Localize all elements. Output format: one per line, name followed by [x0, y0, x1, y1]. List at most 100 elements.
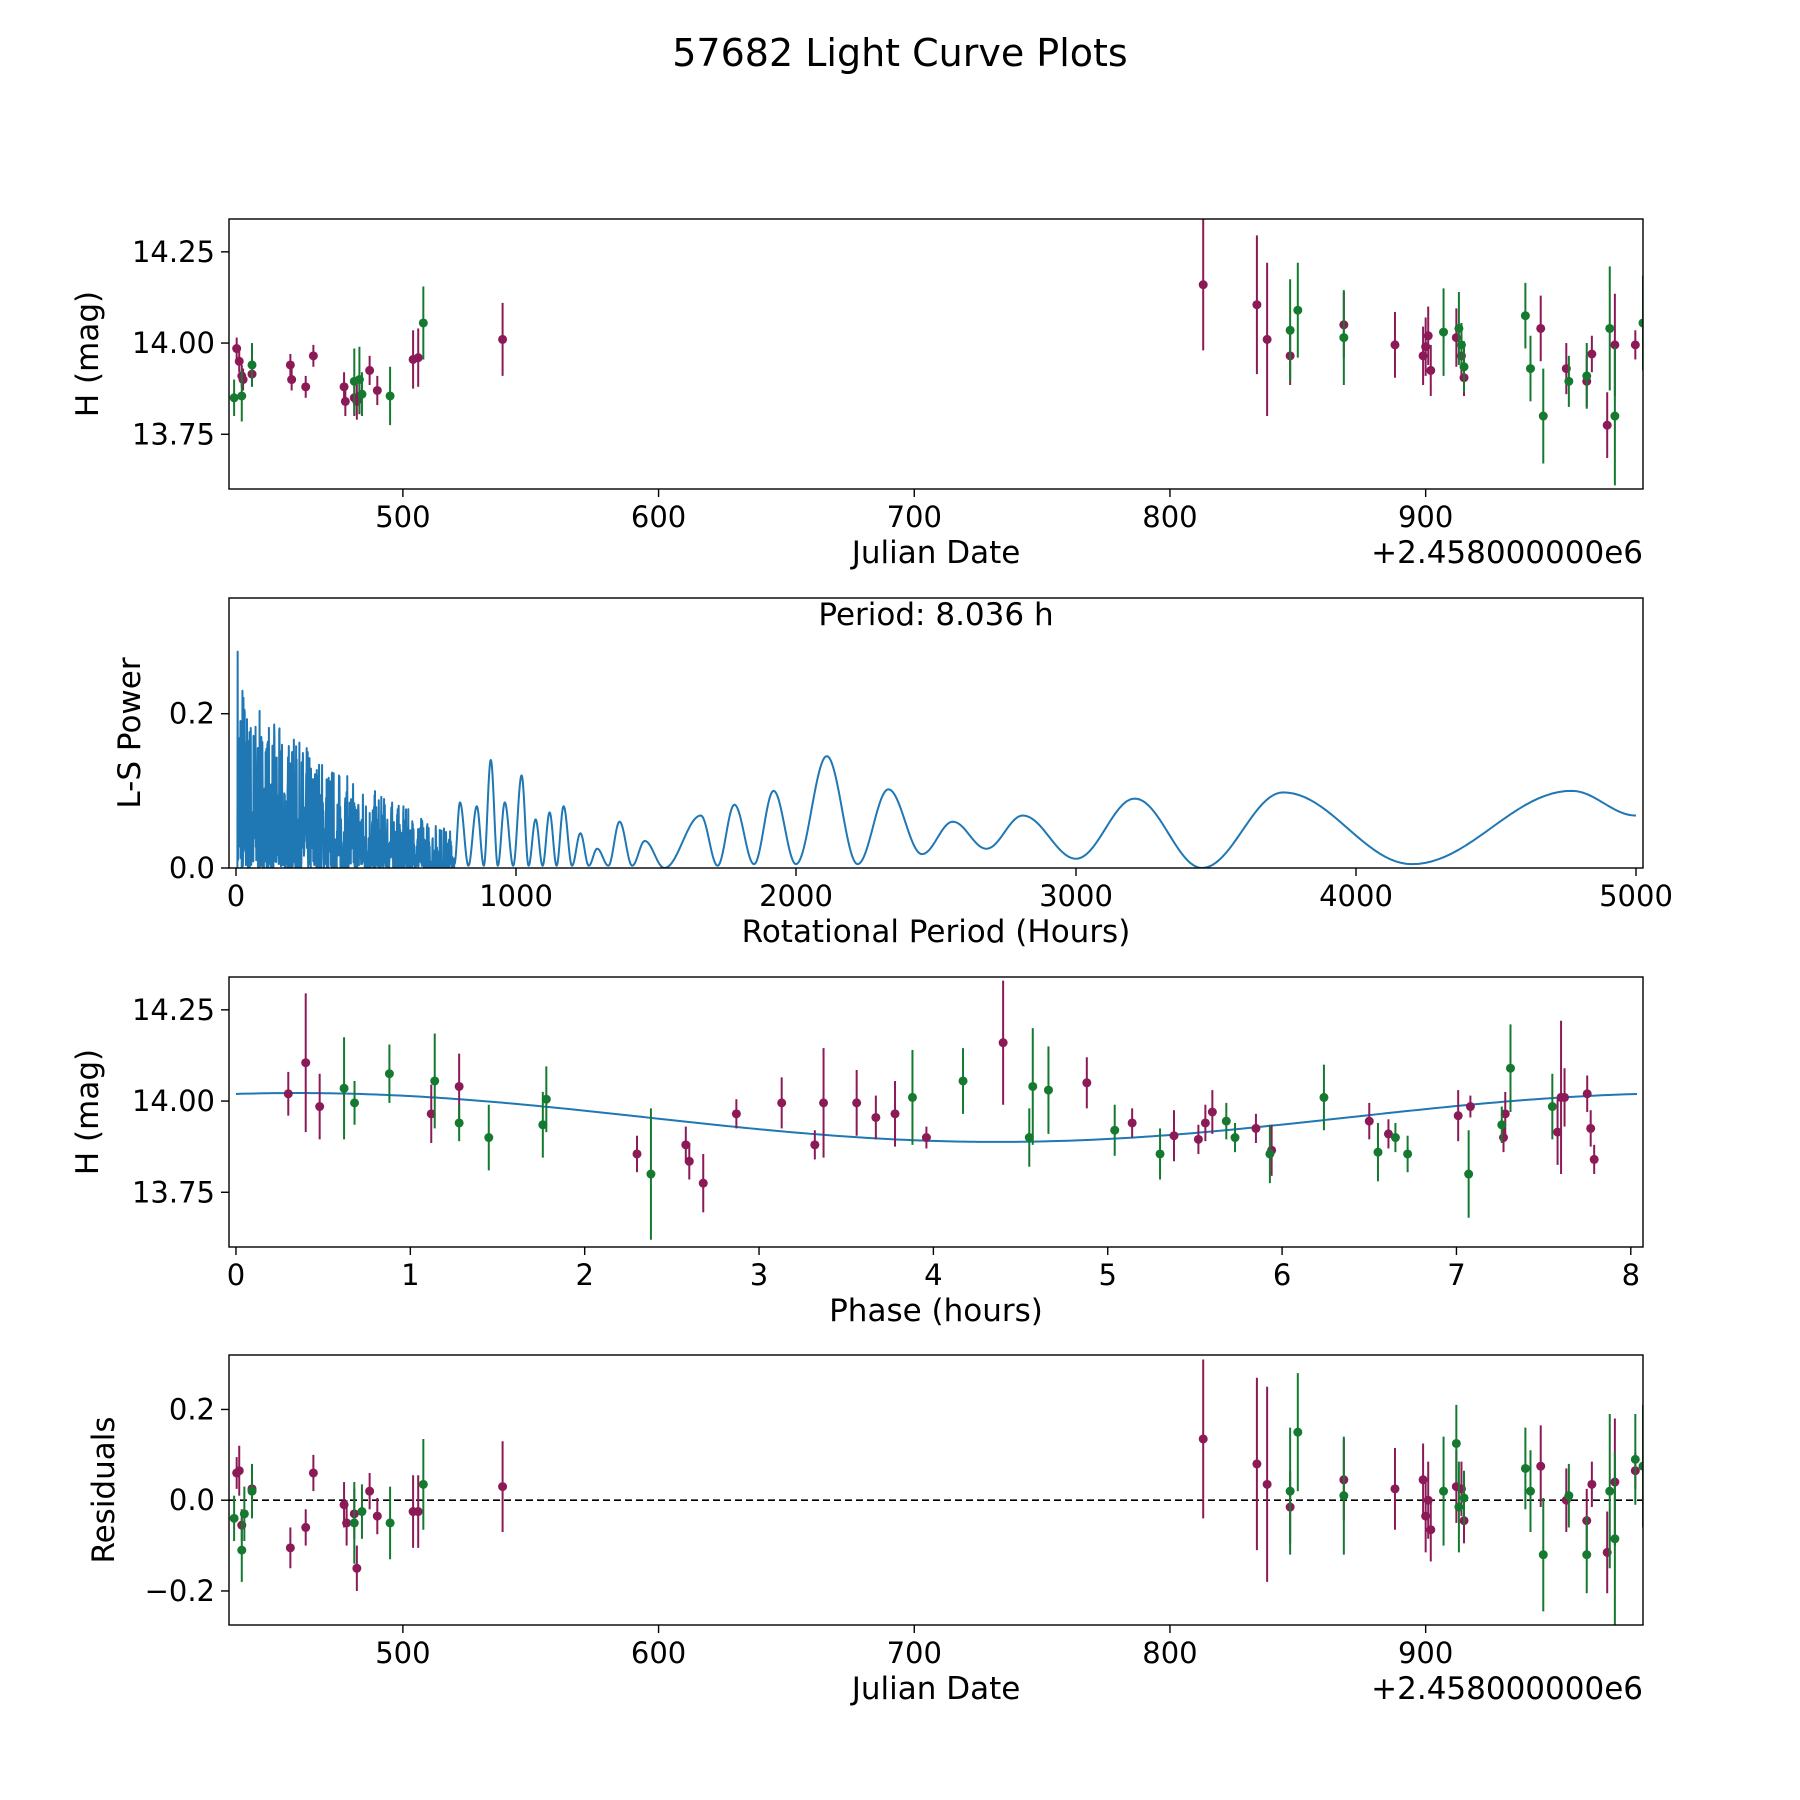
phased-point-magenta — [426, 1109, 436, 1119]
residuals-point-green — [247, 1486, 257, 1496]
phased-point-magenta — [1251, 1123, 1261, 1133]
lightcurve-point-green — [247, 360, 257, 370]
phased-point-magenta — [852, 1098, 862, 1108]
periodogram-frame — [228, 597, 1644, 869]
phased-model-curve — [235, 1092, 1638, 1143]
lightcurve-point-green — [418, 318, 428, 328]
lightcurve-xtick-label: 600 — [631, 500, 686, 534]
phased-xtick-label: 5 — [1099, 1258, 1117, 1292]
residuals-x-offset-label: +2.458000000e6 — [1371, 1671, 1643, 1707]
lightcurve-point-magenta — [301, 382, 311, 392]
lightcurve-point-magenta — [1630, 340, 1640, 350]
residuals-point-magenta — [413, 1507, 423, 1517]
lightcurve-point-green — [229, 393, 239, 403]
periodogram-xtick-label: 2000 — [759, 879, 833, 913]
phased-point-magenta — [1207, 1107, 1217, 1117]
lightcurve-point-magenta — [308, 351, 318, 361]
phased-point-magenta — [1169, 1131, 1179, 1141]
lightcurve-point-green — [1459, 362, 1469, 372]
phased-point-magenta — [1586, 1123, 1596, 1133]
periodogram-ylabel: L-S Power — [112, 657, 148, 808]
lightcurve-point-green — [1638, 318, 1643, 328]
periodogram-ytick-label: 0.0 — [169, 851, 215, 885]
phased-point-green — [350, 1098, 360, 1108]
lightcurve-point-green — [237, 391, 247, 401]
phased-xtick-label: 0 — [227, 1258, 245, 1292]
lightcurve-point-magenta — [413, 353, 423, 363]
residuals-point-green — [237, 1545, 247, 1555]
periodogram-xtick-label: 1000 — [479, 879, 553, 913]
phased-point-green — [339, 1083, 349, 1093]
phased-point-magenta — [1082, 1078, 1092, 1088]
residuals-ytick-label: 0.0 — [169, 1483, 215, 1517]
phased-xtick-label: 3 — [750, 1258, 768, 1292]
lightcurve-point-green — [1564, 376, 1574, 386]
residuals-point-magenta — [1426, 1525, 1436, 1535]
phased-point-magenta — [301, 1058, 311, 1068]
residuals-point-green — [1605, 1486, 1615, 1496]
residuals-xtick-label: 900 — [1398, 1636, 1453, 1670]
phased-point-green — [541, 1094, 551, 1104]
phased-point-green — [1505, 1063, 1515, 1073]
residuals-ytick-label: −0.2 — [145, 1574, 215, 1608]
residuals-point-green — [1564, 1491, 1574, 1501]
lightcurve-point-green — [1605, 323, 1615, 333]
residuals-point-green — [385, 1518, 395, 1528]
residuals-point-green — [1610, 1534, 1620, 1544]
phased-point-green — [1265, 1149, 1275, 1159]
lightcurve-point-magenta — [1198, 280, 1208, 290]
phased-point-green — [1497, 1120, 1507, 1130]
lightcurve-x-offset-label: +2.458000000e6 — [1371, 535, 1643, 571]
periodogram-xtick-label: 3000 — [1039, 879, 1113, 913]
residuals-point-green — [1538, 1550, 1548, 1560]
phased-point-magenta — [684, 1156, 694, 1166]
residuals-xtick-label: 800 — [1142, 1636, 1197, 1670]
phased-xtick-label: 4 — [924, 1258, 942, 1292]
residuals-point-magenta — [1198, 1434, 1208, 1444]
periodogram-xtick-label: 0 — [227, 879, 245, 913]
phased-ytick-label: 14.25 — [132, 993, 215, 1027]
phased-xtick-label: 1 — [401, 1258, 419, 1292]
lightcurve-point-magenta — [1423, 331, 1433, 341]
periodogram-axes: 0 1000 2000 3000 4000 5000 0.0 0.2 Rotational Pe… — [112, 657, 1673, 950]
residuals-xtick-label: 600 — [631, 1636, 686, 1670]
residuals-point-green — [1439, 1486, 1449, 1496]
lightcurve-point-magenta — [372, 385, 382, 395]
periodogram-xtick-label: 4000 — [1319, 879, 1393, 913]
lightcurve-point-green — [1610, 411, 1620, 421]
lightcurve-xtick-label: 900 — [1398, 500, 1453, 534]
residuals-point-magenta — [498, 1482, 508, 1492]
phased-point-green — [1028, 1081, 1038, 1091]
phased-ytick-label: 13.75 — [132, 1175, 215, 1209]
residuals-ylabel: Residuals — [86, 1416, 122, 1563]
figure-title: 57682 Light Curve Plots — [672, 31, 1127, 75]
residuals-point-green — [1293, 1427, 1303, 1437]
phased-xtick-label: 8 — [1622, 1258, 1640, 1292]
residuals-point-green — [229, 1513, 239, 1523]
phased-point-green — [1155, 1149, 1165, 1159]
phased-point-magenta — [1193, 1134, 1203, 1144]
lightcurve-point-green — [1582, 371, 1592, 381]
phased-point-green — [430, 1076, 440, 1086]
phased-frame — [228, 976, 1644, 1248]
lightcurve-ylabel: H (mag) — [70, 291, 106, 417]
lightcurve-axes: 500 600 700 800 900 13.75 14.00 14.25 Julian Dat… — [70, 235, 1643, 571]
lightcurve-point-green — [1520, 311, 1530, 321]
lightcurve-ytick-label: 13.75 — [132, 417, 215, 451]
residuals-point-green — [1451, 1438, 1461, 1448]
phased-xlabel: Phase (hours) — [829, 1293, 1043, 1329]
residuals-point-green — [349, 1518, 359, 1528]
lightcurve-point-magenta — [365, 365, 375, 375]
lightcurve-frame — [228, 218, 1644, 490]
phased-point-green — [1319, 1092, 1329, 1102]
phased-point-magenta — [1200, 1118, 1210, 1128]
phased-point-magenta — [871, 1112, 881, 1122]
phased-point-magenta — [1553, 1127, 1563, 1137]
phased-point-magenta — [890, 1109, 900, 1119]
residuals-point-magenta — [301, 1522, 311, 1532]
lightcurve-point-magenta — [1536, 323, 1546, 333]
phased-xtick-label: 2 — [575, 1258, 593, 1292]
phased-xtick-label: 6 — [1273, 1258, 1291, 1292]
residuals-point-green — [1285, 1486, 1295, 1496]
